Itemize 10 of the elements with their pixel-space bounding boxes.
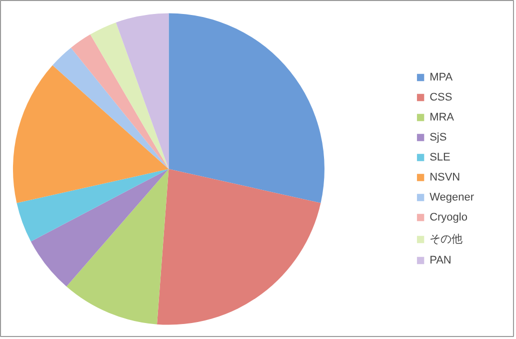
legend-label: Wegener <box>430 191 474 203</box>
legend-label: CSS <box>430 91 452 103</box>
legend-label: NSVN <box>430 171 460 183</box>
legend-label: SLE <box>430 151 450 163</box>
legend-label: MRA <box>430 111 454 123</box>
legend-label: PAN <box>430 254 452 266</box>
legend-label: Cryoglo <box>430 211 468 223</box>
legend-label: MPA <box>430 71 453 83</box>
legend-label: SjS <box>430 131 448 143</box>
legend-label: その他 <box>430 232 463 246</box>
